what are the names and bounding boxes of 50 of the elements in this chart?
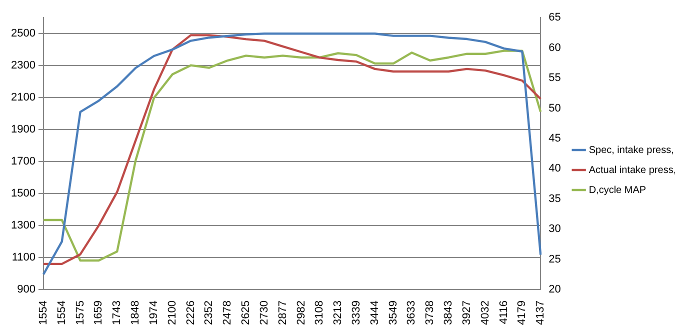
y2-tick-label: 25 [548, 253, 561, 266]
y2-tick-label: 65 [548, 12, 561, 24]
x-tick-label: 3213 [332, 300, 344, 326]
y2-tick-label: 50 [548, 102, 561, 114]
y2-tick-label: 35 [548, 192, 561, 205]
y2-tick-label: 40 [548, 162, 561, 175]
x-tick-label: 1554 [38, 300, 50, 326]
x-tick-label: 1743 [111, 300, 124, 326]
x-tick-label: 2625 [240, 300, 252, 326]
x-tick-label: 4179 [516, 300, 528, 326]
x-tick-label: 1659 [92, 300, 105, 326]
y2-tick-label: 20 [548, 284, 561, 296]
x-tick-label: 3738 [424, 300, 436, 326]
y-tick-label: 2100 [10, 92, 36, 104]
x-tick-label: 3549 [387, 300, 400, 326]
x-tick-label: 4116 [498, 300, 510, 324]
y-tick-label: 1100 [12, 252, 36, 264]
y-tick-label: 2500 [10, 28, 36, 40]
y2-tick-label: 30 [548, 223, 561, 236]
y2-tick-label: 60 [548, 42, 561, 54]
x-tick-label: 3927 [460, 300, 473, 326]
x-tick-label: 2226 [184, 300, 197, 326]
y2-tick-label: 45 [548, 132, 561, 144]
y-tick-label: 900 [17, 284, 36, 296]
x-tick-label: 2478 [222, 300, 234, 326]
y-tick-label: 1300 [10, 220, 36, 232]
x-tick-label: 3339 [350, 300, 363, 326]
x-tick-label: 3444 [368, 300, 381, 326]
legend-label: Actual intake press, [588, 164, 676, 176]
x-tick-label: 1575 [74, 300, 86, 326]
x-tick-label: 3843 [442, 300, 455, 326]
x-tick-label: 2877 [276, 300, 289, 326]
x-tick-label: 2352 [203, 300, 216, 326]
legend-label: D,cycle MAP [588, 184, 646, 196]
x-tick-label: 1848 [130, 300, 142, 326]
x-tick-label: 2100 [166, 300, 178, 326]
x-tick-label: 1974 [148, 300, 160, 326]
x-tick-label: 4032 [479, 300, 492, 326]
y-tick-label: 1900 [10, 124, 36, 136]
y-tick-label: 1700 [10, 156, 36, 168]
y-tick-label: 1500 [10, 188, 36, 200]
x-tick-label: 3633 [406, 300, 418, 326]
y2-tick-label: 55 [548, 72, 561, 84]
x-tick-label: 4137 [534, 300, 547, 326]
x-tick-label: 2730 [258, 300, 270, 326]
legend-label: Spec, intake press, [588, 144, 674, 156]
y-tick-label: 2300 [10, 60, 36, 72]
x-tick-label: 1554 [56, 300, 68, 326]
x-tick-label: 3108 [314, 300, 326, 326]
x-tick-label: 2982 [295, 300, 308, 326]
